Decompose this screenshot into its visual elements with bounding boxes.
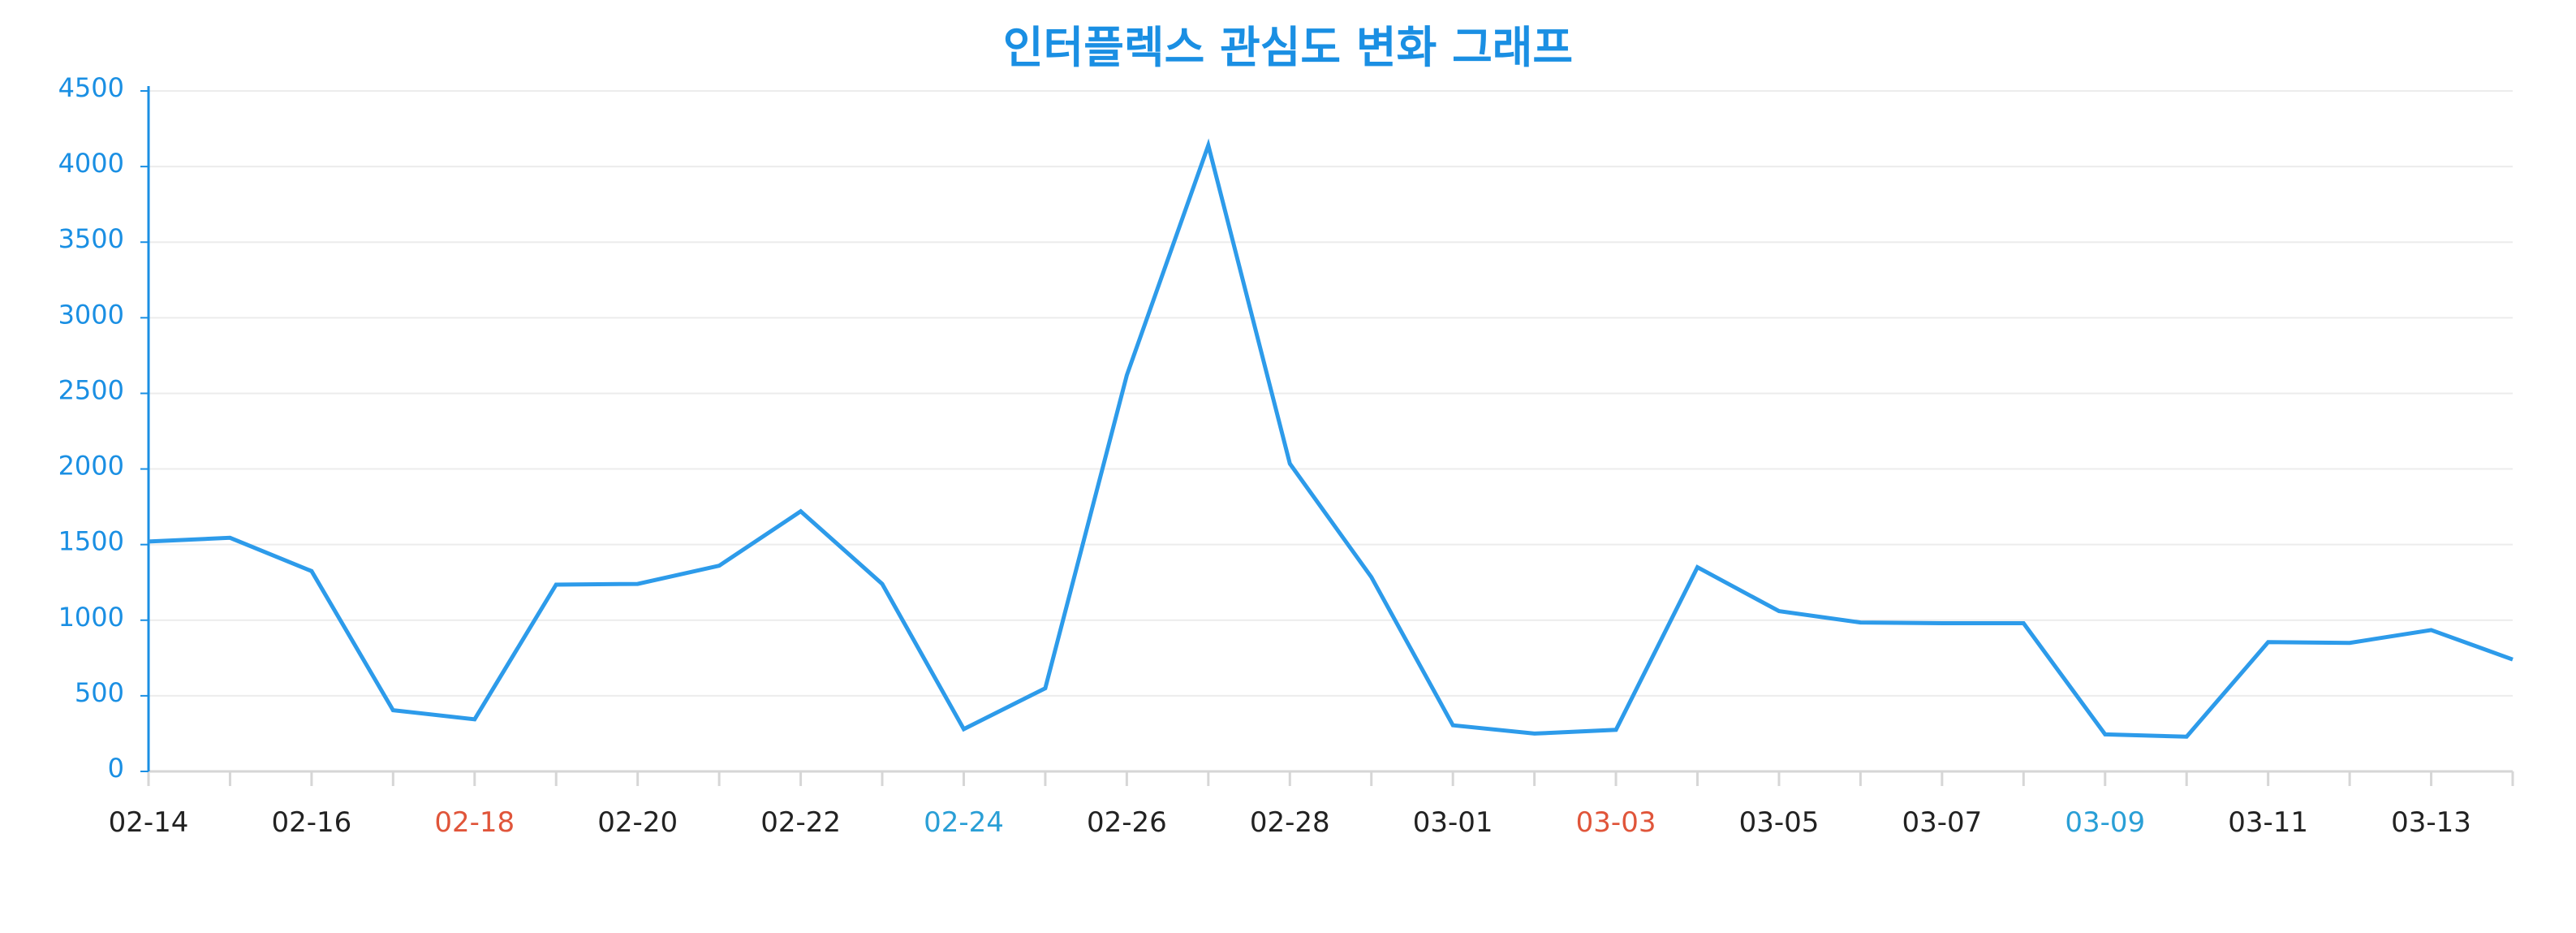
y-tick-label-1500: 1500 <box>58 526 124 557</box>
x-tick-label-02-16: 02-16 <box>271 806 351 839</box>
data-point-02-19 <box>554 582 558 587</box>
data-point-03-05 <box>1777 609 1781 614</box>
data-point-02-17 <box>390 708 395 713</box>
x-tick-label-02-22: 02-22 <box>760 806 841 839</box>
y-tick-label-2500: 2500 <box>58 374 124 405</box>
data-point-02-20 <box>635 581 640 586</box>
data-point-02-24 <box>961 727 966 732</box>
x-tick-label-02-24: 02-24 <box>924 806 1004 839</box>
data-point-03-14 <box>2510 657 2515 662</box>
data-point-03-11 <box>2266 640 2271 645</box>
data-point-02-15 <box>227 535 232 540</box>
data-point-03-09 <box>2103 732 2108 736</box>
data-point-02-25 <box>1043 686 1048 691</box>
series-line-0 <box>148 138 2514 739</box>
y-tick-label-3000: 3000 <box>58 299 124 330</box>
data-point-03-01 <box>1450 723 1455 728</box>
data-point-02-16 <box>309 568 314 573</box>
y-tick-label-500: 500 <box>75 677 124 708</box>
data-point-03-06 <box>1858 620 1863 625</box>
x-tick-label-02-26: 02-26 <box>1087 806 1167 839</box>
data-point-03-08 <box>2021 621 2026 626</box>
data-point-02-21 <box>717 564 722 568</box>
data-point-02-22 <box>799 509 803 514</box>
y-tick-label-3500: 3500 <box>58 223 124 254</box>
data-point-02-29 <box>1369 575 1374 580</box>
data-point-02-23 <box>880 581 885 586</box>
x-tick-label-03-03: 03-03 <box>1576 806 1656 839</box>
data-point-03-10 <box>2184 734 2189 739</box>
x-tick-label-03-07: 03-07 <box>1902 806 1982 839</box>
data-point-02-26 <box>1124 373 1129 378</box>
data-point-02-18 <box>472 717 477 722</box>
y-tick-label-1000: 1000 <box>58 602 124 633</box>
y-tick-label-2000: 2000 <box>58 451 124 482</box>
x-tick-label-03-05: 03-05 <box>1739 806 1820 839</box>
data-point-03-13 <box>2429 628 2434 633</box>
data-point-02-27 <box>1206 143 1211 148</box>
data-point-03-03 <box>1613 728 1618 732</box>
x-tick-label-03-09: 03-09 <box>2065 806 2145 839</box>
x-tick-label-03-13: 03-13 <box>2391 806 2471 839</box>
x-tick-label-02-14: 02-14 <box>109 806 189 839</box>
x-tick-label-02-18: 02-18 <box>434 806 515 839</box>
x-tick-label-02-28: 02-28 <box>1250 806 1330 839</box>
data-point-03-12 <box>2347 641 2352 646</box>
x-tick-label-02-20: 02-20 <box>597 806 678 839</box>
data-point-03-04 <box>1695 565 1700 570</box>
data-point-02-14 <box>146 539 151 544</box>
y-tick-label-4500: 4500 <box>58 72 124 103</box>
data-point-03-07 <box>1940 621 1945 626</box>
chart-title: 인터플렉스 관심도 변화 그래프 <box>1002 22 1574 73</box>
y-tick-label-0: 0 <box>108 753 124 784</box>
x-tick-label-03-01: 03-01 <box>1413 806 1493 839</box>
x-tick-label-03-11: 03-11 <box>2228 806 2308 839</box>
data-point-03-02 <box>1532 731 1537 736</box>
y-tick-label-4000: 4000 <box>58 148 124 179</box>
data-point-02-28 <box>1287 461 1292 466</box>
